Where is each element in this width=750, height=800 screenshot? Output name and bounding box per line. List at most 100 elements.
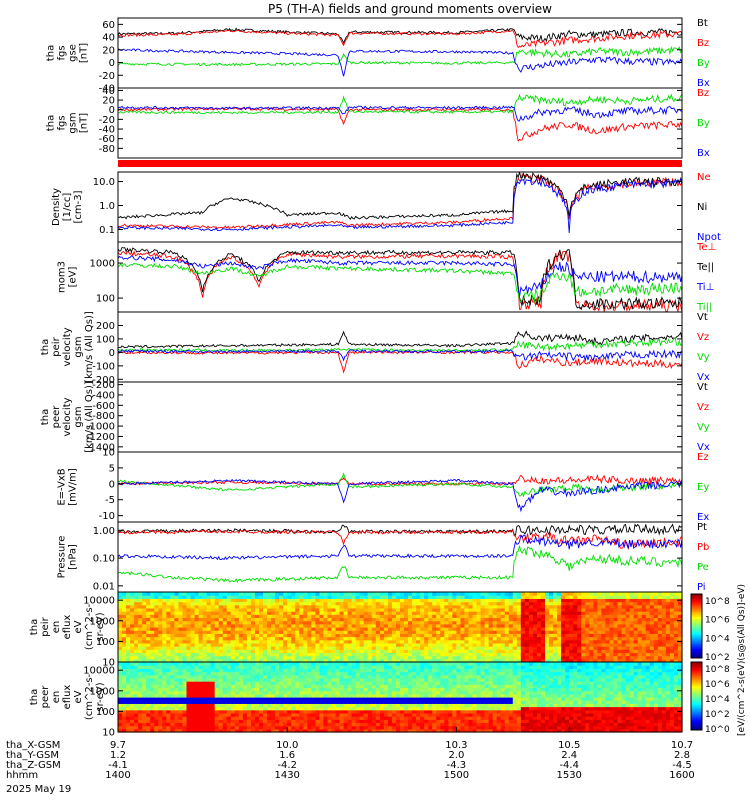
spectrogram-cell [424, 598, 429, 603]
spectrogram-cell [206, 693, 212, 698]
spectrogram-cell [532, 646, 538, 650]
spectrogram-cell [561, 607, 566, 612]
spectrogram-cell [400, 668, 405, 673]
spectrogram-cell [444, 646, 449, 650]
spectrogram-cell [359, 623, 365, 628]
spectrogram-cell [210, 652, 216, 657]
spectrogram-cell [665, 627, 671, 631]
spectrogram-cell [400, 674, 405, 679]
spectrogram-cell [440, 655, 445, 660]
spectrogram-cell [170, 633, 175, 638]
spectrogram-cell [343, 665, 349, 669]
spectrogram-cell [315, 655, 321, 660]
spectrogram-cell [520, 649, 526, 654]
spectrogram-cell [190, 684, 196, 689]
spectrogram-cell [142, 665, 147, 669]
spectrogram-cell [267, 697, 272, 701]
spectrogram-cell [134, 725, 139, 730]
spectrogram-cell [122, 700, 127, 704]
spectrogram-cell [303, 614, 308, 619]
spectrogram-cell [549, 636, 554, 641]
spectrogram-cell [315, 646, 321, 650]
spectrogram-cell [303, 592, 308, 596]
spectrogram-cell [222, 687, 228, 692]
spectrogram-cell [254, 722, 260, 727]
spectrogram-cell [601, 611, 607, 615]
spectrogram-cell [166, 674, 171, 679]
spectrogram-cell [186, 722, 192, 727]
spectrogram-cell [226, 655, 232, 660]
spectrogram-cell [371, 611, 377, 615]
spectrogram-cell [182, 658, 188, 663]
spectrogram-cell [178, 592, 184, 596]
spectrogram-cell [593, 630, 598, 634]
spectrogram-cell [291, 712, 296, 717]
spectrogram-cell [307, 655, 312, 660]
spectrogram-cell [363, 604, 369, 609]
spectrogram-cell [279, 674, 284, 679]
spectrogram-cell [210, 712, 216, 717]
spectrogram-cell [246, 674, 252, 679]
spectrogram-cell [665, 652, 671, 657]
spectrogram-cell [271, 604, 276, 609]
spectrogram-cell [468, 604, 474, 609]
spectrogram-cell [166, 611, 171, 615]
spectrogram-cell [609, 658, 615, 663]
spectrogram-cell [295, 636, 300, 641]
spectrogram-cell [331, 662, 337, 666]
spectrogram-cell [359, 697, 365, 701]
spectrogram-cell [428, 620, 433, 625]
spectrogram-cell [291, 633, 296, 638]
spectrogram-cell [637, 598, 643, 603]
spectrogram-cell [279, 617, 284, 622]
spectrogram-cell [508, 639, 514, 644]
spectrogram-cell [400, 690, 405, 695]
spectrogram-cell [146, 690, 151, 695]
spectrogram-cell [637, 614, 643, 619]
spectrogram-cell [118, 719, 123, 724]
spectrogram-cell [645, 649, 651, 654]
spectrogram-cell [242, 604, 248, 609]
spectrogram-cell [154, 646, 159, 650]
spectrogram-cell [379, 611, 385, 615]
spectrogram-cell [387, 703, 393, 708]
spectrogram-cell [472, 611, 478, 615]
spectrogram-cell [254, 601, 260, 606]
spectrogram-cell [210, 681, 216, 685]
spectrogram-cell [412, 677, 417, 682]
spectrogram-cell [387, 607, 393, 612]
spectrogram-cell [327, 681, 333, 685]
y-axis-label-line: gsm [73, 336, 84, 357]
spectrogram-cell [412, 687, 417, 692]
spectrogram-cell [404, 716, 409, 720]
spectrogram-cell [448, 633, 453, 638]
spectrogram-cell [142, 617, 147, 622]
spectrogram-cell [387, 684, 393, 689]
spectrogram-cell [561, 614, 566, 619]
spectrogram-cell [331, 604, 337, 609]
spectrogram-cell [347, 668, 353, 673]
spectrogram-cell [500, 649, 506, 654]
spectrogram-cell [573, 601, 578, 606]
spectrogram-cell [545, 642, 550, 647]
spectrogram-cell [565, 595, 570, 599]
spectrogram-cell [210, 716, 216, 720]
spectrogram-cell [504, 639, 510, 644]
spectrogram-cell [174, 722, 180, 727]
spectrogram-cell [476, 646, 482, 650]
spectrogram-cell [150, 665, 155, 669]
spectrogram-cell [291, 607, 296, 612]
spectrogram-cell [452, 642, 457, 647]
spectrogram-cell [395, 687, 401, 692]
series-line [118, 330, 683, 349]
spectrogram-cell [162, 652, 167, 657]
spectrogram-cell [234, 636, 240, 641]
spectrogram-cell [118, 658, 123, 663]
spectrogram-cell [118, 706, 123, 711]
spectrogram-cell [343, 627, 349, 631]
spectrogram-cell [202, 684, 208, 689]
spectrogram-cell [573, 592, 578, 596]
spectrogram-cell [528, 630, 534, 634]
spectrogram-cell [657, 639, 663, 644]
